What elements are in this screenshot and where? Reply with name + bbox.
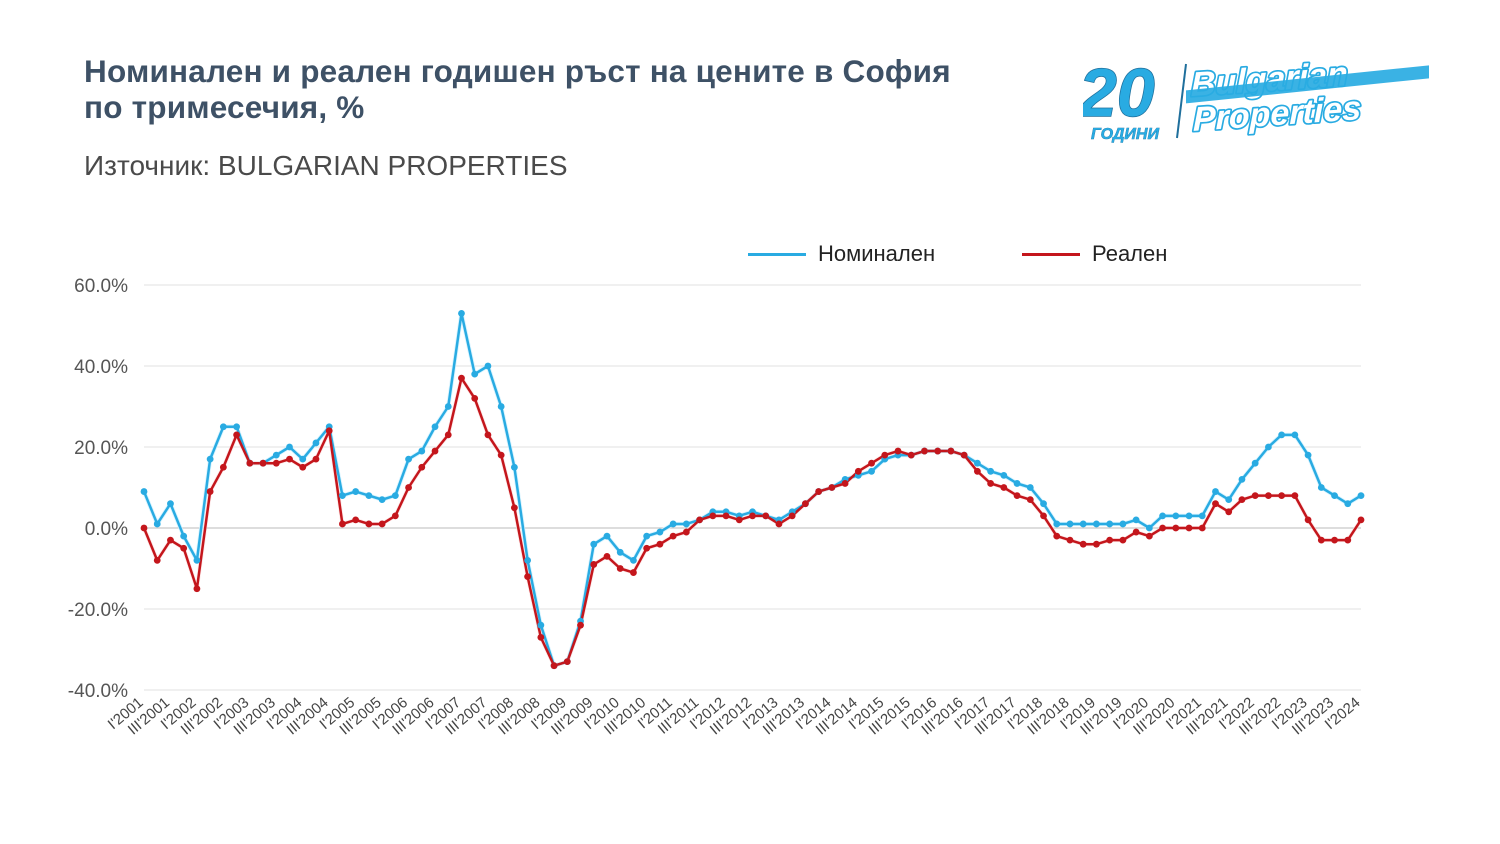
svg-text:40.0%: 40.0%	[74, 357, 128, 378]
svg-text:ГОДИНИ: ГОДИНИ	[1091, 126, 1159, 143]
svg-text:0.0%: 0.0%	[85, 519, 128, 540]
svg-text:-20.0%: -20.0%	[68, 600, 128, 621]
svg-text:60.0%: 60.0%	[74, 276, 128, 297]
svg-text:-40.0%: -40.0%	[68, 681, 128, 702]
svg-text:20: 20	[1083, 58, 1155, 131]
svg-text:20.0%: 20.0%	[74, 438, 128, 459]
